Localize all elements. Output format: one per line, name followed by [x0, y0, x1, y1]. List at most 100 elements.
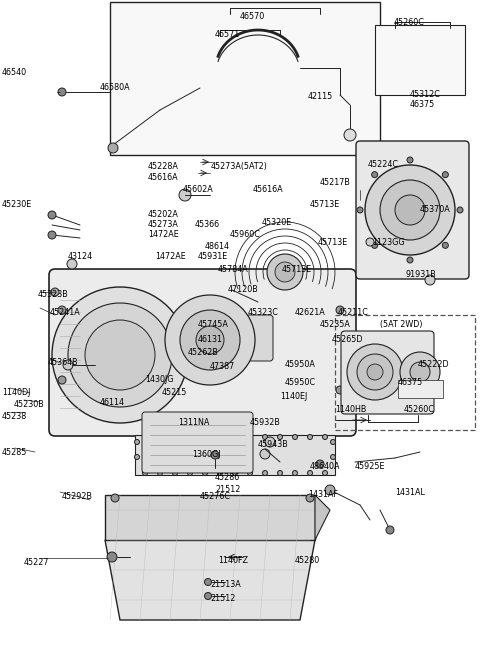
Text: 46375: 46375 [398, 378, 423, 387]
Circle shape [58, 88, 66, 96]
Text: 45260C: 45260C [404, 405, 435, 414]
Text: 45323C: 45323C [248, 308, 279, 317]
Circle shape [265, 437, 275, 447]
Circle shape [306, 494, 314, 502]
Circle shape [386, 526, 394, 534]
Text: 45713E: 45713E [310, 200, 340, 209]
Circle shape [48, 231, 56, 239]
Circle shape [407, 157, 413, 163]
Text: 1431AL: 1431AL [395, 488, 425, 497]
Circle shape [292, 434, 298, 440]
Polygon shape [105, 540, 315, 620]
Bar [335, 315, 475, 430]
Text: 1123GG: 1123GG [372, 238, 405, 247]
Text: 21512: 21512 [215, 485, 240, 494]
Text: 46570: 46570 [240, 12, 264, 21]
Text: 45262B: 45262B [188, 348, 219, 357]
Text: 45931E: 45931E [198, 252, 228, 261]
Text: 45370A: 45370A [420, 205, 451, 214]
Text: 46580A: 46580A [100, 83, 131, 92]
Bar [398, 380, 443, 398]
Circle shape [188, 470, 192, 476]
Text: 45222D: 45222D [418, 360, 450, 369]
Text: 45925E: 45925E [355, 462, 385, 471]
Text: 45312C: 45312C [410, 90, 441, 99]
Text: 1472AE: 1472AE [148, 230, 179, 239]
Circle shape [267, 254, 303, 290]
Circle shape [323, 434, 327, 440]
Text: 48614: 48614 [205, 242, 230, 251]
Text: 45215: 45215 [162, 388, 187, 397]
Text: 45950C: 45950C [285, 378, 316, 387]
Text: 45286: 45286 [215, 473, 240, 482]
Text: 1140HB: 1140HB [335, 405, 366, 414]
Circle shape [217, 470, 223, 476]
Text: 45713E: 45713E [282, 265, 312, 274]
Text: 45280: 45280 [295, 556, 320, 565]
Circle shape [52, 287, 188, 423]
Circle shape [325, 485, 335, 495]
Circle shape [108, 143, 118, 153]
Circle shape [172, 470, 178, 476]
Circle shape [134, 455, 140, 459]
Text: 45230B: 45230B [14, 400, 45, 409]
Text: 45932B: 45932B [250, 418, 281, 427]
Bar [110, 2, 380, 155]
Text: 45364B: 45364B [48, 358, 79, 367]
Circle shape [85, 320, 155, 390]
Text: 45323B: 45323B [38, 290, 69, 299]
Text: 45227: 45227 [24, 558, 49, 567]
Text: 45366: 45366 [195, 220, 220, 229]
Text: 21512: 21512 [210, 594, 235, 603]
Circle shape [63, 360, 73, 370]
FancyBboxPatch shape [192, 315, 273, 361]
FancyBboxPatch shape [49, 269, 356, 436]
Text: 45943B: 45943B [258, 440, 289, 449]
Circle shape [107, 552, 117, 562]
Text: 45320E: 45320E [262, 218, 292, 227]
Text: 45202A: 45202A [148, 210, 179, 219]
Text: 42115: 42115 [308, 92, 333, 101]
Circle shape [277, 434, 283, 440]
Text: 45217B: 45217B [320, 178, 351, 187]
Circle shape [180, 310, 240, 370]
Circle shape [357, 354, 393, 390]
Text: 45228A: 45228A [148, 162, 179, 171]
Circle shape [357, 207, 363, 213]
Circle shape [410, 362, 430, 382]
Circle shape [395, 195, 425, 225]
Text: 1140EJ: 1140EJ [280, 392, 307, 401]
Circle shape [196, 326, 224, 354]
Text: 45230E: 45230E [2, 200, 32, 209]
Text: 45238: 45238 [2, 412, 27, 421]
Text: 45276C: 45276C [200, 492, 231, 501]
Circle shape [157, 434, 163, 440]
Circle shape [263, 434, 267, 440]
Polygon shape [315, 495, 330, 540]
Circle shape [172, 434, 178, 440]
Text: 1472AE: 1472AE [155, 252, 186, 261]
Bar [375, 25, 465, 95]
Text: 45960C: 45960C [230, 230, 261, 239]
Circle shape [308, 434, 312, 440]
Circle shape [407, 257, 413, 263]
Circle shape [179, 189, 191, 201]
Text: 1430JG: 1430JG [145, 375, 173, 384]
Circle shape [157, 470, 163, 476]
Polygon shape [105, 495, 315, 540]
Text: 43124: 43124 [68, 252, 93, 261]
Circle shape [143, 434, 147, 440]
Text: 45616A: 45616A [253, 185, 284, 194]
Circle shape [248, 434, 252, 440]
Text: 45241A: 45241A [50, 308, 81, 317]
Text: 45260C: 45260C [394, 18, 425, 27]
FancyBboxPatch shape [341, 331, 434, 414]
Circle shape [292, 470, 298, 476]
Text: 46131: 46131 [198, 335, 223, 344]
Text: 45285: 45285 [2, 448, 27, 457]
Circle shape [203, 470, 207, 476]
Circle shape [68, 303, 172, 407]
Circle shape [67, 259, 77, 269]
Circle shape [372, 242, 378, 249]
Text: 1431AF: 1431AF [308, 490, 338, 499]
